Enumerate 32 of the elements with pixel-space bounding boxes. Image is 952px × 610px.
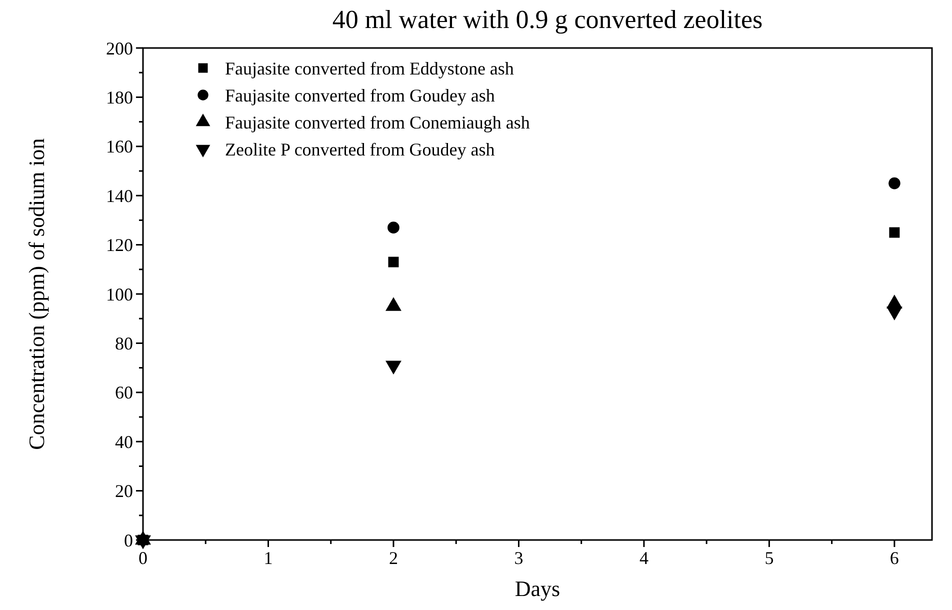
y-tick-label: 60 (115, 382, 133, 403)
point (135, 535, 151, 550)
point (886, 306, 902, 320)
y-tick-label: 0 (124, 530, 133, 550)
point (388, 222, 400, 234)
y-tick-label: 100 (106, 284, 133, 304)
x-axis-title: Days (514, 576, 560, 601)
x-tick-label: 6 (890, 548, 899, 568)
x-tick-label: 1 (264, 548, 273, 568)
y-tick-label: 40 (115, 432, 133, 452)
x-tick-label: 5 (764, 548, 774, 568)
legend-label: Faujasite converted from Eddystone ash (225, 58, 514, 78)
point (388, 256, 399, 268)
y-tick-label: 80 (115, 334, 133, 354)
point (386, 360, 402, 375)
legend-label: Faujasite converted from Conemiaugh ash (225, 112, 530, 132)
y-tick-label: 140 (106, 186, 133, 206)
x-tick-label: 4 (639, 548, 648, 568)
y-tick-label: 120 (106, 235, 133, 256)
y-tick-label: 200 (106, 38, 133, 58)
x-tick-label: 3 (514, 548, 524, 568)
y-tick-label: 160 (106, 136, 133, 157)
x-tick-label: 0 (138, 548, 148, 568)
legend-label: Zeolite P converted from Goudey ash (225, 139, 495, 160)
y-tick-label: 20 (115, 481, 133, 502)
legend-label: Faujasite converted from Goudey ash (225, 85, 495, 106)
point (888, 177, 900, 190)
y-tick-label: 180 (106, 88, 133, 108)
chart-title: 40 ml water with 0.9 g converted zeolites (332, 5, 763, 34)
y-axis-title: Concentration (ppm) of sodium ion (24, 138, 49, 450)
point (889, 227, 900, 238)
x-tick-label: 2 (388, 548, 398, 568)
